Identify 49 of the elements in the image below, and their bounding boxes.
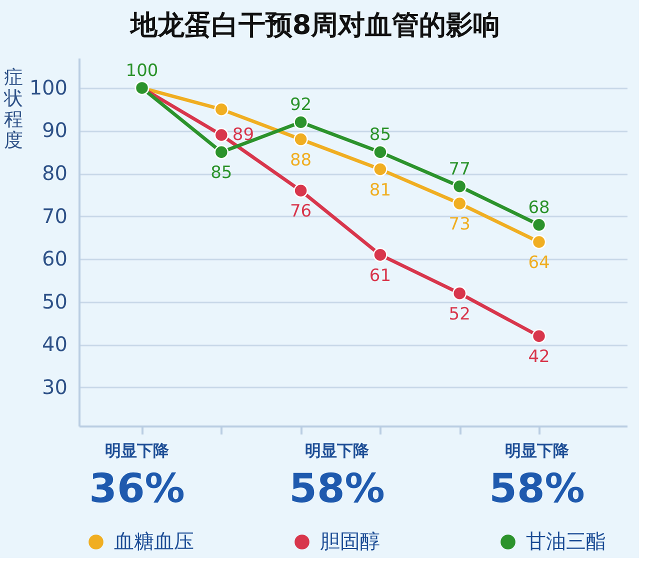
point [214,144,229,160]
y-tick-label: 40 [42,332,68,356]
data-label: 85 [369,125,392,146]
y-tick-label: 100 [29,75,68,100]
y-tick-label: 90 [42,118,68,142]
legend-label: 甘油三酯 [526,529,606,553]
point [532,328,546,344]
y-axis-title: 症状程度 [3,66,23,152]
point [532,234,546,250]
point [294,115,308,130]
point [532,218,546,232]
point [214,102,229,117]
text: 58% [289,466,385,512]
data-label: 42 [528,347,550,368]
data-label: 73 [448,214,470,234]
point [294,183,308,198]
data-label: 77 [448,159,470,180]
data-label: 81 [369,180,392,200]
point [294,132,308,146]
point [373,144,388,160]
y-tick-label: 50 [42,289,68,314]
legend-label: 胆固醇 [320,529,380,553]
point [214,128,229,142]
y-tick-label: 80 [42,161,68,186]
text: 36% [89,466,185,512]
text: 明显下降 [305,441,370,460]
point [452,179,467,194]
data-label: 89 [232,125,254,146]
y-tick-label: 70 [42,204,68,228]
text: 明显下降 [505,441,570,460]
text: 58% [489,466,585,512]
data-label: 64 [528,253,550,273]
data-label: 85 [210,163,232,184]
data-label: 88 [290,150,312,170]
point [373,162,388,176]
data-label: 52 [448,304,470,324]
y-tick-label: 30 [42,374,68,399]
data-label: 76 [290,202,312,222]
data-label: 61 [369,266,392,286]
text: 明显下降 [105,441,170,460]
data-label: 100 [126,60,158,81]
chart-title: 地龙蛋白干预8周对血管的影响 [129,10,500,41]
point [373,248,388,262]
legend-label: 血糖血压 [114,529,194,553]
point [452,286,467,301]
point [452,196,467,211]
y-tick-label: 60 [42,246,68,271]
data-label: 92 [290,95,312,116]
data-label: 68 [528,198,550,218]
